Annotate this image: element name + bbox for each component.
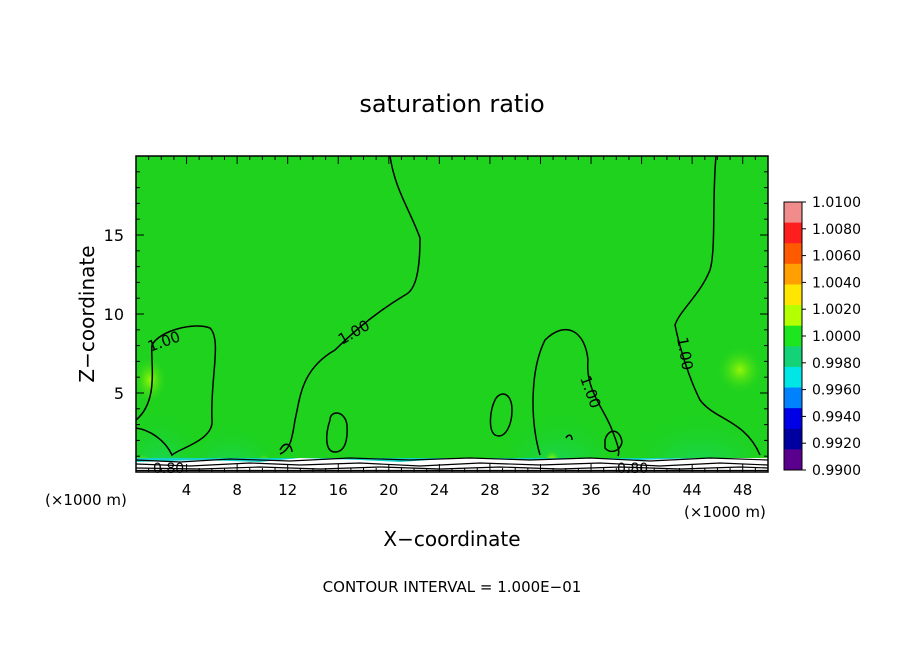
field-shade [500, 370, 620, 470]
x-tick-label: 40 [632, 481, 651, 499]
colorbar-label: 1.0060 [812, 249, 861, 265]
x-tick-label: 48 [733, 481, 752, 499]
y-axis-label: Z−coordinate [75, 245, 99, 382]
field-shade [715, 345, 765, 395]
x-tick-label: 28 [480, 481, 499, 499]
colorbar-label: 1.0020 [812, 302, 861, 318]
contour-small-loop [279, 443, 293, 453]
contour-interval-note: CONTOUR INTERVAL = 1.000E−01 [323, 578, 582, 596]
x-tick-label: 24 [430, 481, 449, 499]
colorbar-swatch [784, 263, 802, 285]
colorbar-label: 1.0000 [812, 329, 861, 345]
chart-title: saturation ratio [359, 90, 544, 118]
colorbar-swatch [784, 449, 802, 471]
contour-label: 0.80 [617, 461, 648, 477]
field-shade [630, 370, 768, 470]
contour-label: 1.00 [673, 336, 697, 372]
x-unit-right: (×1000 m) [684, 503, 766, 521]
contour-1.00-left [136, 325, 217, 457]
x-unit-left: (×1000 m) [45, 491, 127, 509]
x-tick-label: 4 [182, 481, 192, 499]
contour-1.00-right-lobe [532, 328, 620, 457]
colorbar-label: 0.9980 [812, 356, 861, 372]
colorbar: 1.0100 1.0080 1.0060 1.0040 1.0020 1.0000 0.99… [783, 195, 861, 479]
x-tick-label: 36 [581, 481, 600, 499]
x-axis-label: X−coordinate [383, 527, 520, 551]
contour-small-loop [565, 434, 573, 441]
contour-label: 0.80 [153, 461, 184, 477]
contour-1.00-far-right [674, 156, 761, 456]
x-axis: 4 8 12 16 20 24 28 32 36 40 44 48 [148, 156, 756, 499]
colorbar-swatch [784, 346, 802, 368]
colorbar-swatch [784, 305, 802, 327]
x-tick-label: 20 [379, 481, 398, 499]
colorbar-swatch [784, 408, 802, 430]
colorbar-label: 0.9900 [812, 463, 861, 479]
x-tick-label: 8 [232, 481, 242, 499]
plot-area [136, 156, 768, 472]
x-tick-label: 44 [683, 481, 702, 499]
colorbar-swatch [784, 222, 802, 244]
colorbar-swatch [784, 387, 802, 409]
colorbar-label: 0.9920 [812, 436, 861, 452]
colorbar-swatch [784, 243, 802, 265]
contour-lines [136, 156, 761, 457]
colorbar-swatch [784, 284, 802, 306]
contour-small-loop [489, 393, 513, 437]
colorbar-label: 1.0080 [812, 222, 861, 238]
y-tick-label: 10 [104, 305, 124, 324]
colorbar-label: 1.0040 [812, 275, 861, 291]
y-tick-label: 15 [104, 226, 124, 245]
colorbar-label: 0.9960 [812, 383, 861, 399]
colorbar-swatch [784, 428, 802, 450]
y-tick-label: 5 [114, 384, 124, 403]
colorbar-swatch [784, 366, 802, 389]
hotspot [542, 425, 562, 472]
colorbar-swatch [784, 325, 802, 347]
contour-small-loop [325, 412, 348, 453]
x-tick-label: 32 [531, 481, 550, 499]
colorbar-label: 0.9940 [812, 409, 861, 425]
x-tick-label: 16 [329, 481, 348, 499]
contour-1.00-center [279, 156, 421, 455]
contour-small-loop [604, 430, 623, 453]
colorbar-label: 1.0100 [812, 195, 861, 211]
x-tick-label: 12 [278, 481, 297, 499]
y-axis: 5 10 15 [104, 171, 768, 457]
colorbar-swatch [784, 202, 802, 224]
